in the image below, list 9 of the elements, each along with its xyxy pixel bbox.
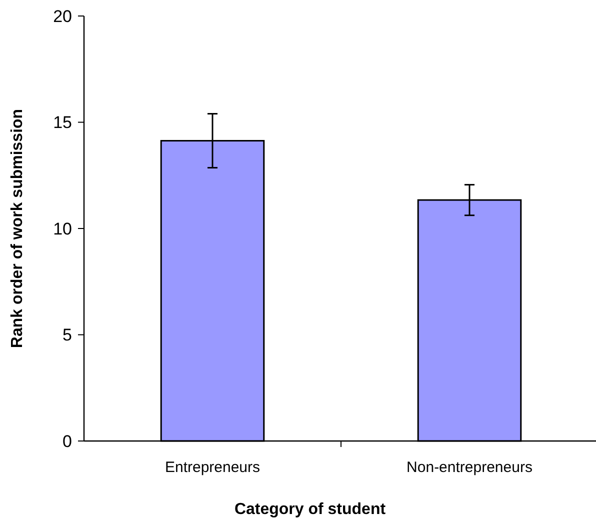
y-tick-label: 15	[53, 113, 72, 132]
y-tick-label: 0	[62, 432, 72, 451]
y-tick-label: 20	[53, 6, 72, 26]
x-axis-title: Category of student	[234, 501, 386, 518]
x-tick-label: Non-entrepreneurs	[406, 459, 532, 476]
y-axis-title: Rank order of work submission	[9, 108, 26, 348]
y-tick-label: 10	[53, 219, 72, 238]
y-tick-label: 5	[62, 326, 72, 345]
x-tick-label: Entrepreneurs	[164, 459, 260, 476]
